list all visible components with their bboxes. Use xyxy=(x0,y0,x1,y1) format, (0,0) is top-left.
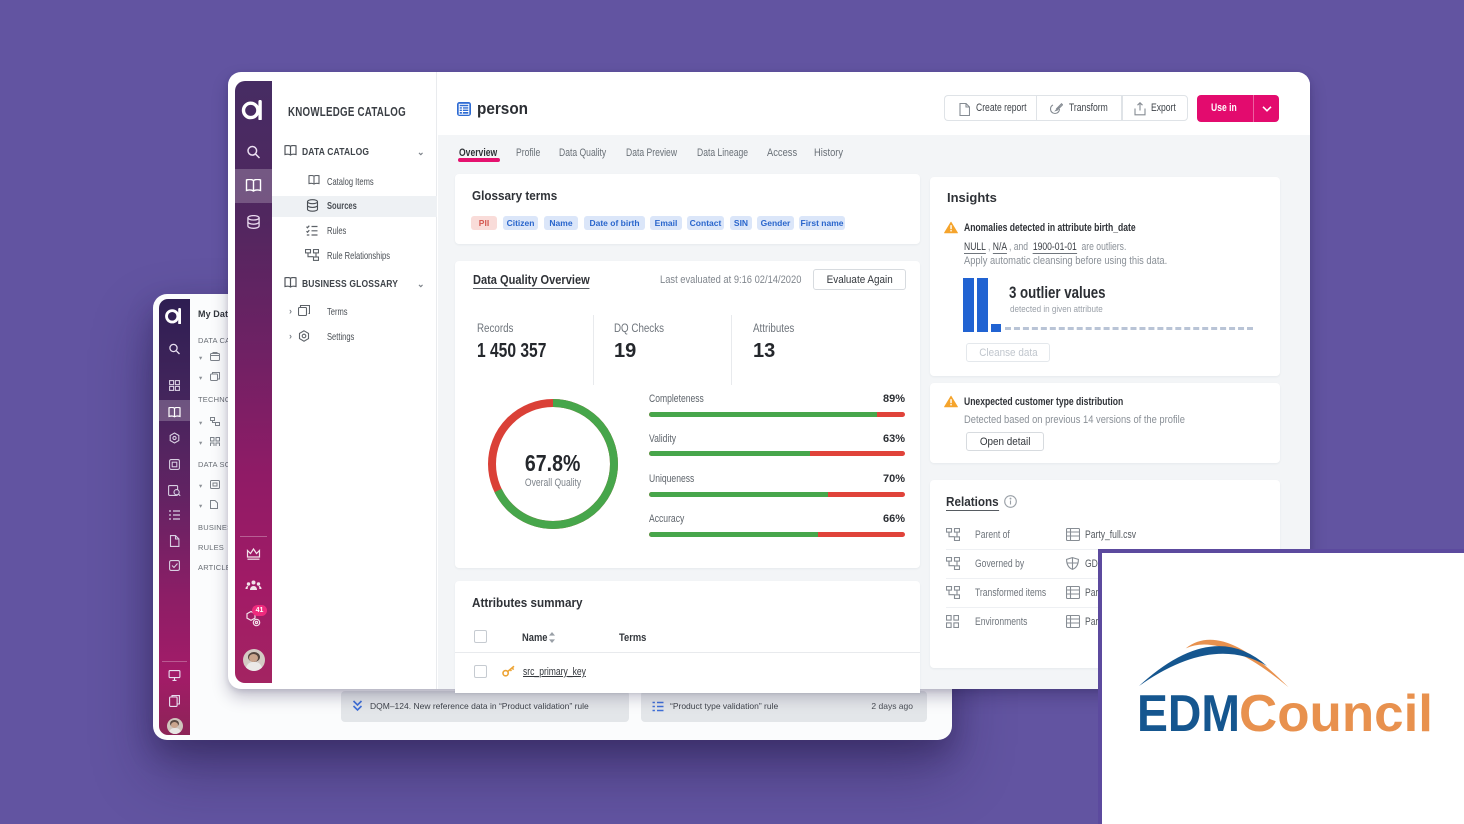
svg-text:EDM: EDM xyxy=(1137,685,1240,743)
svg-text:Council: Council xyxy=(1239,685,1433,743)
